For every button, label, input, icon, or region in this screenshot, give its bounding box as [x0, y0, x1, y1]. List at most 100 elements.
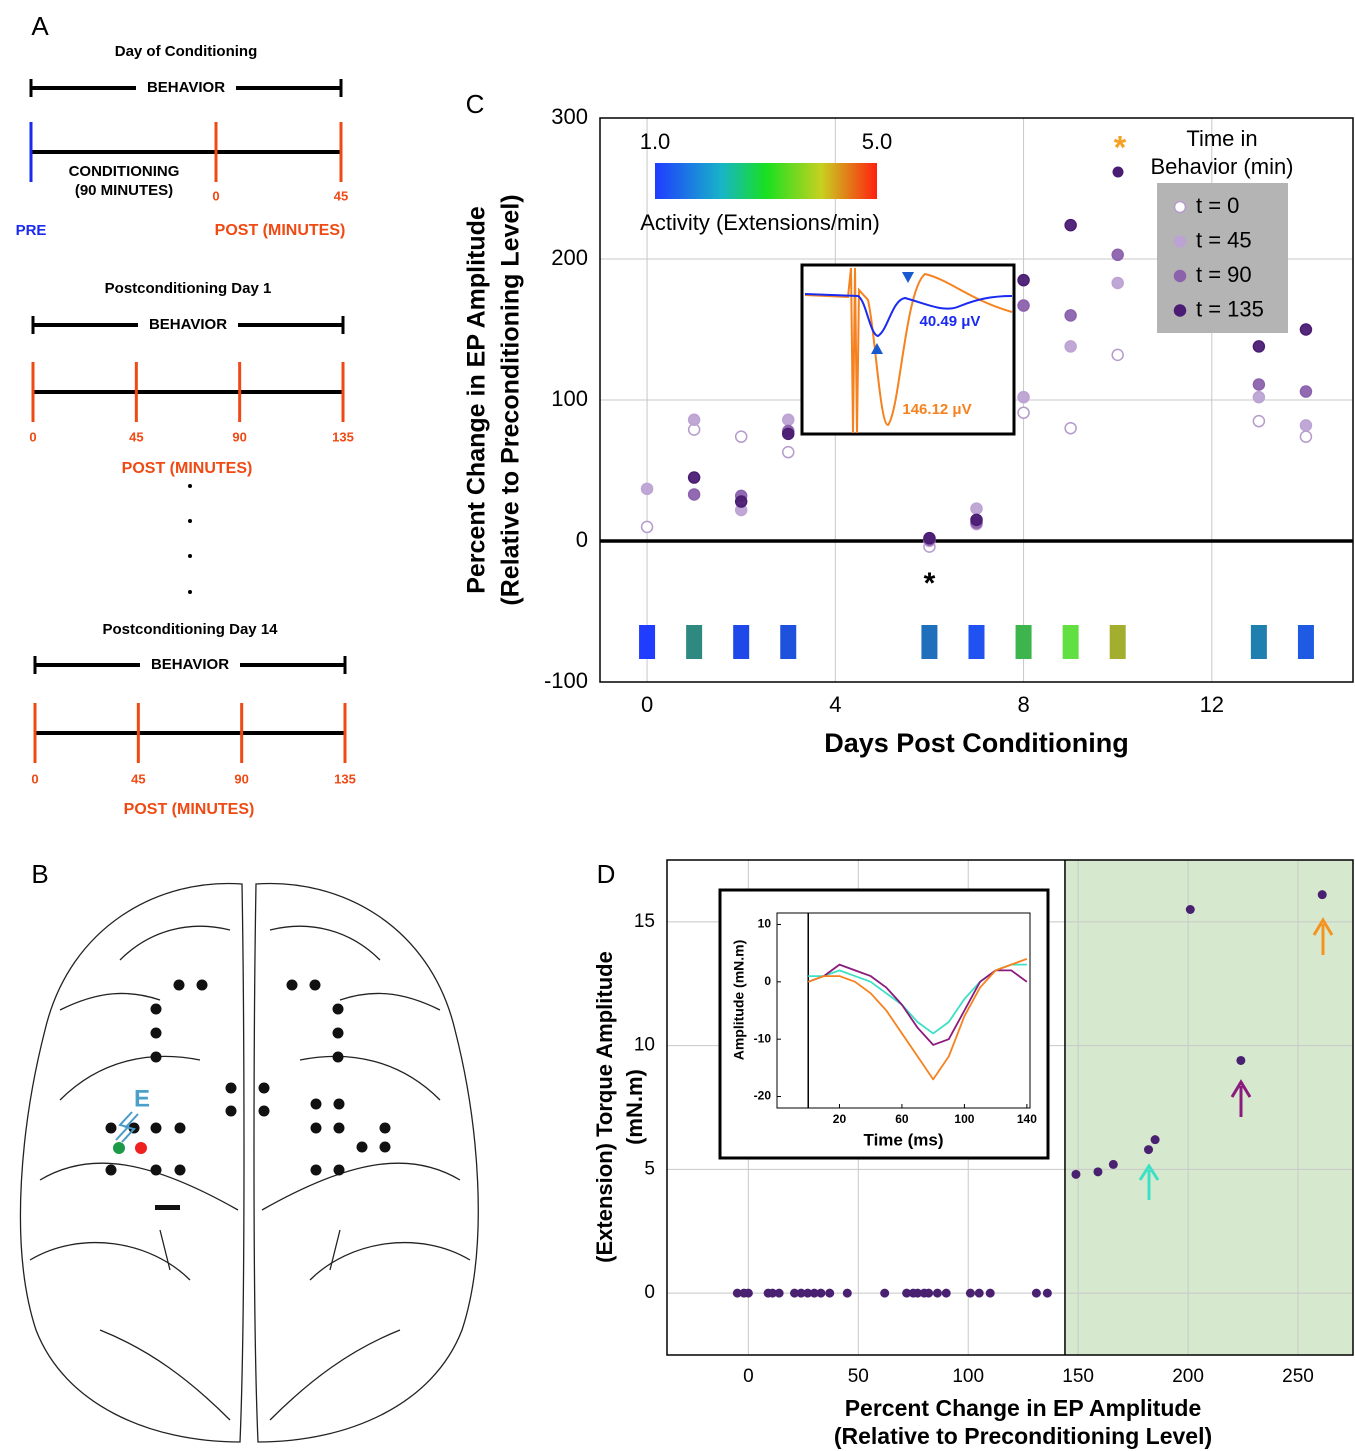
data-point	[687, 488, 701, 501]
y-tick-label: 0	[764, 974, 771, 988]
activity-bar	[921, 625, 938, 659]
data-point	[1042, 1288, 1052, 1298]
x-tick-label: 150	[1062, 1366, 1094, 1387]
activity-bar	[1015, 625, 1032, 659]
legend-title: Time in	[1186, 126, 1257, 151]
data-point	[1150, 1135, 1160, 1145]
legend-label: t = 0	[1196, 193, 1239, 218]
panel-label: D	[597, 859, 616, 889]
data-point	[687, 413, 701, 426]
data-point	[970, 513, 983, 527]
data-point	[1064, 309, 1077, 322]
data-point	[1071, 1169, 1081, 1179]
x-tick-label: 100	[954, 1112, 974, 1126]
data-point	[768, 1288, 778, 1298]
colorbar-label: Activity (Extensions/min)	[640, 210, 880, 235]
timeline-title: Day of Conditioning	[115, 43, 257, 60]
brain-outline	[19, 882, 479, 1443]
y-tick-label: 15	[634, 911, 655, 932]
x-axis-title: Days Post Conditioning	[824, 728, 1129, 758]
shaded-region	[1064, 860, 1353, 1355]
legend-label: t = 45	[1196, 227, 1252, 252]
time-tick-label: 0	[29, 429, 36, 444]
panel-label: B	[31, 859, 48, 889]
x-tick-label: 60	[895, 1112, 909, 1126]
trace	[807, 958, 1028, 1081]
time-tick-label: 45	[334, 188, 348, 203]
data-point	[782, 445, 795, 459]
y-tick-label: 300	[551, 104, 588, 129]
y-tick-label: -20	[754, 1089, 772, 1103]
electrode-label: E	[134, 1085, 150, 1112]
data-point	[809, 1288, 819, 1298]
data-point	[825, 1288, 835, 1298]
colorbar-tick-label: 5.0	[862, 129, 893, 154]
bar-label: BEHAVIOR	[149, 316, 227, 333]
x-tick-label: 200	[1172, 1366, 1204, 1387]
legend-label: t = 135	[1196, 296, 1264, 321]
data-point	[1111, 276, 1124, 290]
data-point	[1017, 273, 1030, 287]
y-axis-title: (Extension) Torque Amplitude	[592, 951, 617, 1263]
y-axis-title: (mN.m)	[622, 1069, 647, 1145]
data-point	[1017, 390, 1030, 404]
data-point	[1064, 421, 1077, 435]
bar-label: BEHAVIOR	[147, 79, 225, 96]
y-tick-label: 5	[644, 1158, 655, 1179]
data-point	[923, 531, 936, 545]
ellipsis	[188, 484, 192, 594]
activity-bar	[1297, 625, 1314, 659]
phase-label: (90 MINUTES)	[75, 182, 173, 199]
plot-frame	[666, 859, 1354, 1356]
activity-bar	[733, 625, 750, 659]
data-point	[743, 1288, 753, 1298]
bar-label-bg	[136, 78, 236, 98]
panel-label: A	[31, 11, 49, 41]
data-point	[732, 1288, 742, 1298]
data-point	[1093, 1167, 1103, 1177]
data-point	[970, 502, 983, 515]
time-tick-label: 0	[212, 188, 219, 203]
data-point	[985, 1288, 995, 1298]
timelines	[188, 484, 192, 594]
activity-bar	[968, 625, 985, 659]
data-point	[796, 1288, 806, 1298]
inset-traces	[800, 263, 1016, 436]
bar-label: BEHAVIOR	[151, 656, 229, 673]
data-point	[1252, 390, 1266, 404]
y-axis-title: Percent Change in EP Amplitude	[463, 206, 491, 594]
x-axis-title: (Relative to Preconditioning Level)	[834, 1423, 1212, 1449]
data-point	[687, 471, 701, 484]
time-tick-label: 45	[131, 771, 145, 786]
inset-frame	[718, 888, 1050, 1160]
data-point	[965, 1288, 975, 1298]
data-point	[1236, 1055, 1246, 1065]
electrode-green	[113, 1142, 125, 1154]
arrows	[1138, 917, 1334, 1200]
x-tick-label: 20	[833, 1112, 847, 1126]
data-point	[932, 1288, 942, 1298]
data-point	[1144, 1145, 1154, 1155]
x-tick-label: 4	[829, 692, 841, 717]
post-label: POST (MINUTES)	[215, 222, 346, 239]
data-point	[1252, 340, 1266, 353]
bar-label-bg	[140, 655, 240, 675]
x-axis-title: Percent Change in EP Amplitude	[845, 1395, 1202, 1421]
phase-bg	[55, 182, 193, 201]
y-tick-label: -10	[754, 1031, 772, 1045]
data-point	[790, 1288, 800, 1298]
data-point	[1064, 218, 1077, 232]
inset-label: 40.49 μV	[920, 313, 981, 330]
data-point	[842, 1288, 852, 1298]
activity-bar	[1250, 625, 1267, 659]
plot-frame	[776, 912, 1031, 1109]
activity-bar	[1062, 625, 1079, 659]
legend-marker	[1173, 269, 1187, 283]
data-point	[1317, 890, 1327, 900]
data-point	[1111, 248, 1124, 262]
data-point	[941, 1288, 951, 1298]
data-point	[816, 1288, 826, 1298]
data-point	[1031, 1288, 1041, 1298]
timeline-title: Postconditioning Day 1	[105, 280, 272, 297]
